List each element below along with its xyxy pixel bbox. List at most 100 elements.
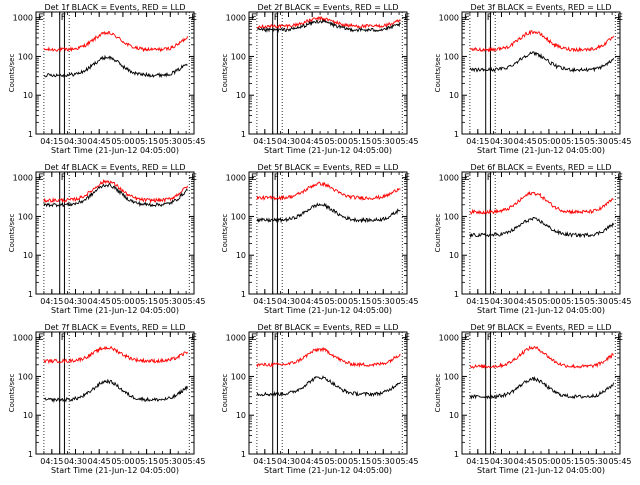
x-tick-label: 05:00 <box>537 457 560 466</box>
series-line-events <box>256 202 401 224</box>
y-tick-label: 10 <box>449 411 459 420</box>
x-tick-label: 05:15 <box>348 137 371 146</box>
marker-label-e: E <box>38 333 44 343</box>
detector-panel-9: Det 9f BLACK = Events, RED = LLD 1 10 100 10… <box>434 323 632 475</box>
x-tick-label: 04:45 <box>514 137 537 146</box>
y-tick-label: 1000 <box>226 14 246 23</box>
x-axis-label: Start Time (21-Jun-12 04:05:00) <box>477 306 605 315</box>
y-axis-label: Counts/sec <box>8 374 16 413</box>
y-axis-label: Counts/sec <box>221 54 229 93</box>
x-tick-label: 05:30 <box>372 137 395 146</box>
y-tick-label: 100 <box>444 372 459 381</box>
series-line-events <box>43 378 188 404</box>
y-tick-label: 1000 <box>439 334 459 343</box>
x-tick-label: 04:15 <box>40 297 63 306</box>
y-tick-label: 10 <box>449 91 459 100</box>
x-tick-label: 04:30 <box>64 457 87 466</box>
series-line-lld <box>469 345 614 369</box>
marker-label-e: E <box>464 333 470 343</box>
marker-label-e: E <box>191 173 197 183</box>
x-tick-label: 04:45 <box>514 297 537 306</box>
x-tick-label: 04:30 <box>277 457 300 466</box>
detector-panel-5: Det 5f BLACK = Events, RED = LLD 1 10 100 10… <box>221 163 419 315</box>
x-tick-label: 05:00 <box>324 137 347 146</box>
y-tick-label: 1 <box>241 130 246 139</box>
marker-label-e: E <box>617 173 623 183</box>
series-line-lld <box>256 181 401 202</box>
series-line-events <box>256 375 401 398</box>
y-tick-label: 100 <box>18 52 33 61</box>
marker-label-e: E <box>191 333 197 343</box>
x-tick-label: 05:45 <box>608 297 631 306</box>
y-tick-label: 1 <box>454 450 459 459</box>
y-axis-label: Counts/sec <box>434 54 442 93</box>
marker-label-e: E <box>464 173 470 183</box>
x-tick-label: 05:30 <box>585 457 608 466</box>
x-tick-label: 05:15 <box>561 457 584 466</box>
panel-title: Det 5f BLACK = Events, RED = LLD <box>257 163 398 172</box>
marker-label-e: E <box>404 333 410 343</box>
marker-label-f: F <box>61 173 66 183</box>
x-tick-label: 05:45 <box>395 137 418 146</box>
y-tick-label: 10 <box>23 411 33 420</box>
y-tick-label: 1 <box>454 130 459 139</box>
x-tick-label: 04:15 <box>253 137 276 146</box>
x-tick-label: 05:30 <box>159 457 182 466</box>
y-tick-label: 10 <box>449 251 459 260</box>
marker-label-e: E <box>617 333 623 343</box>
x-tick-label: 04:30 <box>490 457 513 466</box>
series-line-lld <box>256 347 401 368</box>
y-tick-label: 1000 <box>439 174 459 183</box>
y-axis-label: Counts/sec <box>8 214 16 253</box>
x-tick-label: 05:15 <box>348 457 371 466</box>
x-tick-label: 05:45 <box>182 457 205 466</box>
series-line-events <box>469 375 614 400</box>
x-tick-label: 04:45 <box>88 137 111 146</box>
y-tick-label: 100 <box>231 52 246 61</box>
y-tick-label: 10 <box>23 251 33 260</box>
x-axis-label: Start Time (21-Jun-12 04:05:00) <box>51 466 179 475</box>
x-tick-label: 05:15 <box>135 297 158 306</box>
marker-label-f: F <box>487 13 492 23</box>
x-tick-label: 05:15 <box>348 297 371 306</box>
x-tick-label: 05:15 <box>561 297 584 306</box>
marker-label-f: F <box>61 13 66 23</box>
panel-title: Det 3f BLACK = Events, RED = LLD <box>470 3 611 12</box>
series-line-lld <box>469 30 614 53</box>
x-tick-label: 05:00 <box>324 297 347 306</box>
marker-label-f: F <box>274 13 279 23</box>
x-tick-label: 04:15 <box>466 137 489 146</box>
x-tick-label: 04:45 <box>301 297 324 306</box>
x-tick-label: 04:15 <box>466 297 489 306</box>
x-tick-label: 05:45 <box>608 137 631 146</box>
x-tick-label: 05:30 <box>372 297 395 306</box>
y-tick-label: 100 <box>18 212 33 221</box>
detector-panel-8: Det 8f BLACK = Events, RED = LLD 1 10 100 10… <box>221 323 419 475</box>
detector-panel-2: Det 2f BLACK = Events, RED = LLD 1 10 100 10… <box>221 3 419 155</box>
x-tick-label: 05:30 <box>585 137 608 146</box>
y-tick-label: 10 <box>236 411 246 420</box>
x-tick-label: 05:45 <box>608 457 631 466</box>
y-tick-label: 1 <box>241 290 246 299</box>
x-tick-label: 04:30 <box>64 137 87 146</box>
detector-panel-1: Det 1f BLACK = Events, RED = LLD 1 10 100 10… <box>8 3 206 155</box>
x-tick-label: 05:15 <box>561 137 584 146</box>
x-tick-label: 05:15 <box>135 457 158 466</box>
x-tick-label: 04:15 <box>40 457 63 466</box>
panel-title: Det 7f BLACK = Events, RED = LLD <box>44 323 185 332</box>
x-tick-label: 05:30 <box>159 137 182 146</box>
x-tick-label: 05:30 <box>585 297 608 306</box>
x-tick-label: 05:45 <box>395 457 418 466</box>
y-tick-label: 1 <box>241 450 246 459</box>
series-line-lld <box>43 31 188 53</box>
marker-label-e: E <box>251 173 257 183</box>
x-tick-label: 05:30 <box>372 457 395 466</box>
series-line-events <box>256 18 401 34</box>
x-tick-label: 04:45 <box>88 457 111 466</box>
x-tick-label: 05:45 <box>395 297 418 306</box>
x-tick-label: 04:15 <box>466 457 489 466</box>
x-axis-label: Start Time (21-Jun-12 04:05:00) <box>51 146 179 155</box>
y-tick-label: 10 <box>23 91 33 100</box>
marker-label-e: E <box>38 13 44 23</box>
marker-label-f: F <box>274 333 279 343</box>
